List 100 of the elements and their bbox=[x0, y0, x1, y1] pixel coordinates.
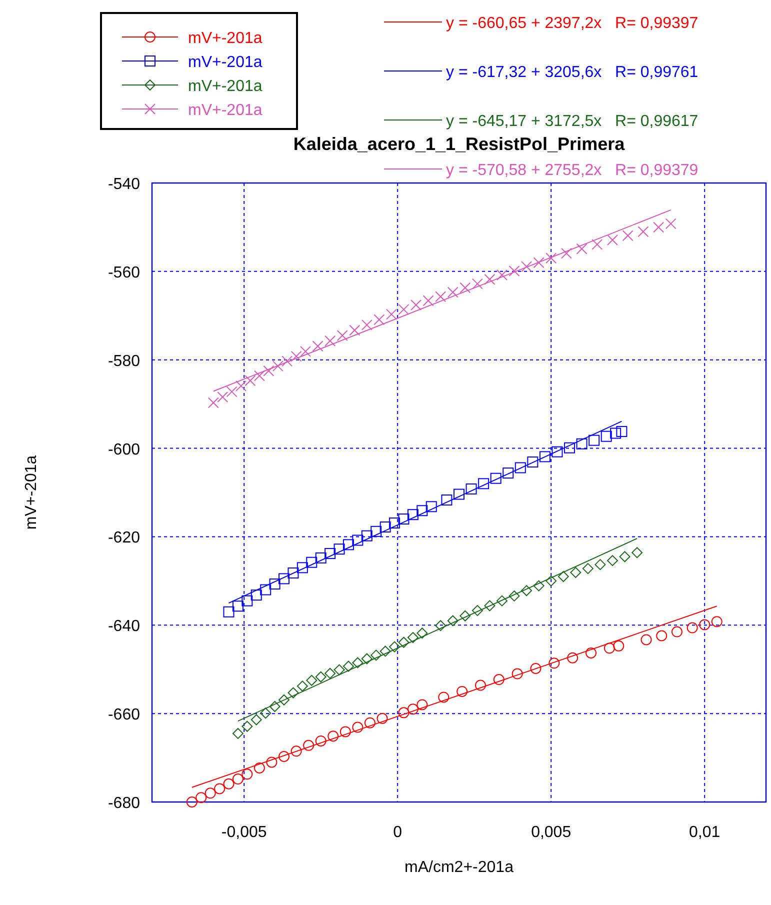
point bbox=[223, 778, 234, 790]
y-tick-label: -560 bbox=[108, 264, 140, 282]
point bbox=[533, 257, 544, 268]
point bbox=[296, 562, 308, 574]
point bbox=[548, 658, 560, 669]
point bbox=[576, 438, 588, 450]
point bbox=[376, 712, 388, 724]
point bbox=[422, 295, 434, 306]
x-axis-title: mA/cm2+-201a bbox=[404, 859, 514, 876]
legend-label: y = -660,65 + 2397,2x R= 0,99397 bbox=[446, 15, 698, 32]
point bbox=[607, 555, 618, 566]
point bbox=[586, 648, 597, 658]
point bbox=[334, 664, 345, 676]
point bbox=[570, 567, 582, 578]
point bbox=[533, 580, 544, 592]
point bbox=[361, 319, 372, 330]
point bbox=[324, 548, 336, 560]
point bbox=[303, 740, 314, 751]
point bbox=[315, 735, 326, 746]
point bbox=[349, 324, 360, 336]
point bbox=[244, 375, 256, 386]
point bbox=[380, 521, 391, 532]
point bbox=[263, 365, 274, 376]
point bbox=[447, 286, 458, 298]
point bbox=[665, 218, 676, 230]
point bbox=[278, 750, 290, 762]
point bbox=[474, 680, 486, 691]
legend-label: mV+-201a bbox=[188, 78, 262, 95]
point bbox=[398, 514, 410, 525]
point bbox=[342, 660, 354, 672]
y-tick-label: -580 bbox=[108, 352, 140, 370]
y-tick-label: -640 bbox=[108, 618, 140, 636]
point bbox=[398, 707, 410, 718]
point bbox=[278, 573, 290, 584]
y-tick-label: -600 bbox=[108, 441, 140, 458]
point bbox=[416, 628, 428, 639]
point bbox=[398, 304, 410, 315]
point bbox=[508, 590, 520, 602]
y-tick-label: -540 bbox=[108, 176, 140, 193]
point bbox=[594, 559, 606, 570]
point bbox=[472, 605, 483, 616]
point bbox=[266, 756, 278, 768]
point bbox=[290, 350, 302, 362]
legend-label: mV+-201a bbox=[188, 30, 262, 47]
point bbox=[269, 578, 280, 590]
point bbox=[539, 451, 550, 462]
point bbox=[374, 314, 385, 326]
point bbox=[588, 434, 600, 446]
point bbox=[546, 575, 557, 586]
x-tick-label: 0 bbox=[393, 824, 402, 841]
point bbox=[546, 252, 557, 264]
point bbox=[472, 278, 483, 290]
point bbox=[558, 571, 569, 582]
point bbox=[288, 687, 299, 698]
legend-label: y = -645,17 + 3172,5x R= 0,99617 bbox=[446, 113, 698, 130]
point bbox=[496, 595, 508, 606]
point bbox=[288, 567, 299, 578]
point bbox=[334, 544, 345, 555]
point bbox=[306, 556, 318, 568]
point bbox=[254, 762, 265, 774]
point bbox=[407, 704, 418, 715]
point bbox=[389, 641, 400, 652]
point bbox=[278, 694, 290, 706]
point bbox=[502, 468, 514, 479]
point bbox=[454, 488, 464, 500]
point bbox=[361, 653, 372, 664]
point bbox=[638, 226, 649, 238]
point bbox=[435, 620, 446, 632]
point bbox=[336, 330, 348, 342]
point bbox=[186, 796, 198, 808]
point bbox=[242, 720, 253, 732]
point bbox=[711, 616, 722, 628]
point bbox=[460, 282, 471, 294]
point bbox=[582, 563, 594, 574]
point bbox=[312, 340, 324, 352]
point bbox=[656, 630, 668, 642]
point bbox=[484, 274, 496, 285]
point bbox=[632, 547, 643, 558]
point bbox=[410, 300, 422, 311]
point bbox=[232, 774, 244, 785]
point bbox=[567, 652, 578, 664]
point bbox=[616, 426, 628, 437]
point bbox=[407, 509, 418, 520]
point bbox=[300, 346, 311, 357]
point bbox=[328, 730, 339, 742]
point bbox=[204, 788, 216, 799]
point bbox=[324, 668, 336, 679]
point bbox=[272, 360, 284, 372]
point bbox=[466, 483, 477, 494]
point bbox=[521, 585, 532, 596]
point bbox=[226, 386, 238, 398]
point bbox=[686, 622, 698, 634]
x-tick-label: 0,01 bbox=[689, 824, 720, 841]
point bbox=[324, 335, 336, 346]
point bbox=[512, 668, 523, 680]
point bbox=[389, 518, 400, 529]
point bbox=[622, 230, 634, 242]
point bbox=[653, 222, 664, 233]
point bbox=[290, 746, 302, 757]
point bbox=[232, 728, 244, 739]
